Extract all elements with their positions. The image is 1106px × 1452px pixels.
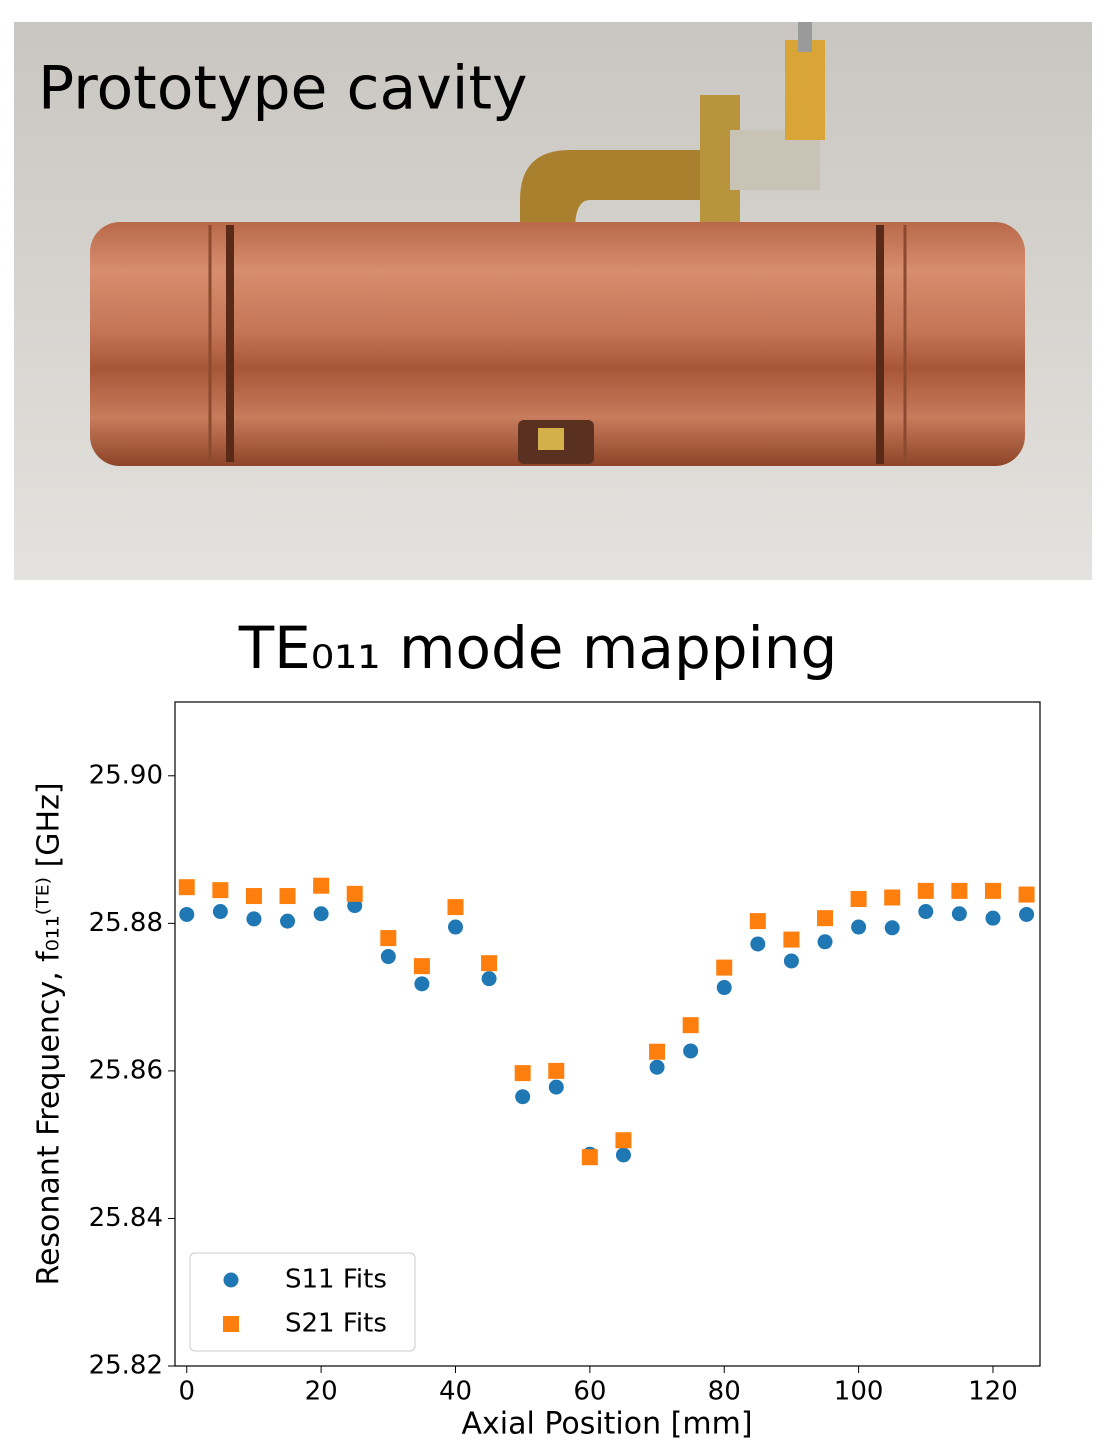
data-point [213, 904, 228, 919]
chart-title: TE₀₁₁ mode mapping [238, 614, 838, 682]
data-point [817, 910, 833, 926]
x-axis-label: Axial Position [mm] [461, 1407, 752, 1442]
data-point [952, 906, 967, 921]
data-point [246, 888, 262, 904]
data-point [851, 920, 866, 935]
data-point [918, 904, 933, 919]
data-point [280, 888, 296, 904]
data-point [313, 878, 329, 894]
x-tick-label: 120 [968, 1377, 1018, 1407]
data-point [246, 911, 261, 926]
legend-label: S11 Fits [285, 1265, 387, 1295]
data-point [884, 890, 900, 906]
legend-marker [223, 1316, 239, 1332]
x-tick-label: 20 [305, 1377, 338, 1407]
data-point [985, 911, 1000, 926]
x-tick-label: 100 [834, 1377, 884, 1407]
data-point [280, 914, 295, 929]
data-point [650, 1060, 665, 1075]
data-point [448, 920, 463, 935]
y-axis-label: Resonant Frequency, f₀₁₁⁽ᵀᴱ⁾ [GHz] [32, 782, 67, 1285]
y-tick-label: 25.84 [89, 1203, 163, 1233]
data-point [1019, 887, 1035, 903]
photo-caption: Prototype cavity [38, 54, 528, 124]
data-point [179, 907, 194, 922]
data-point [616, 1147, 631, 1162]
data-point [447, 899, 463, 915]
data-point [414, 958, 430, 974]
y-tick-label: 25.88 [89, 908, 163, 938]
data-point [212, 882, 228, 898]
data-point [380, 930, 396, 946]
data-point [482, 971, 497, 986]
x-tick-label: 40 [439, 1377, 472, 1407]
data-point [750, 913, 766, 929]
data-point [683, 1043, 698, 1058]
data-point [548, 1063, 564, 1079]
data-point [381, 949, 396, 964]
data-point [549, 1080, 564, 1095]
data-point [347, 886, 363, 902]
data-point [414, 976, 429, 991]
legend-label: S21 Fits [285, 1309, 387, 1339]
data-point [179, 879, 195, 895]
data-point [582, 1149, 598, 1165]
data-point [851, 891, 867, 907]
data-point [481, 955, 497, 971]
y-tick-label: 25.82 [89, 1351, 163, 1381]
x-tick-label: 60 [573, 1377, 606, 1407]
data-point [314, 906, 329, 921]
data-point [716, 960, 732, 976]
data-point [649, 1044, 665, 1060]
data-point [783, 932, 799, 948]
data-point [951, 883, 967, 899]
data-point [515, 1089, 530, 1104]
data-point [784, 953, 799, 968]
x-tick-label: 0 [178, 1377, 195, 1407]
data-point [885, 920, 900, 935]
data-point [985, 883, 1001, 899]
photo: Prototype cavity [14, 22, 1092, 580]
data-point [515, 1065, 531, 1081]
legend-marker [224, 1273, 239, 1288]
y-tick-label: 25.90 [89, 760, 163, 790]
data-point [750, 936, 765, 951]
data-point [615, 1132, 631, 1148]
data-point [1019, 907, 1034, 922]
x-tick-label: 80 [708, 1377, 741, 1407]
data-point [818, 934, 833, 949]
y-tick-label: 25.86 [89, 1055, 163, 1085]
data-point [717, 980, 732, 995]
figure: Prototype cavity TE₀₁₁ mode mapping Axia… [0, 0, 1106, 1448]
data-point [918, 883, 934, 899]
data-point [683, 1017, 699, 1033]
